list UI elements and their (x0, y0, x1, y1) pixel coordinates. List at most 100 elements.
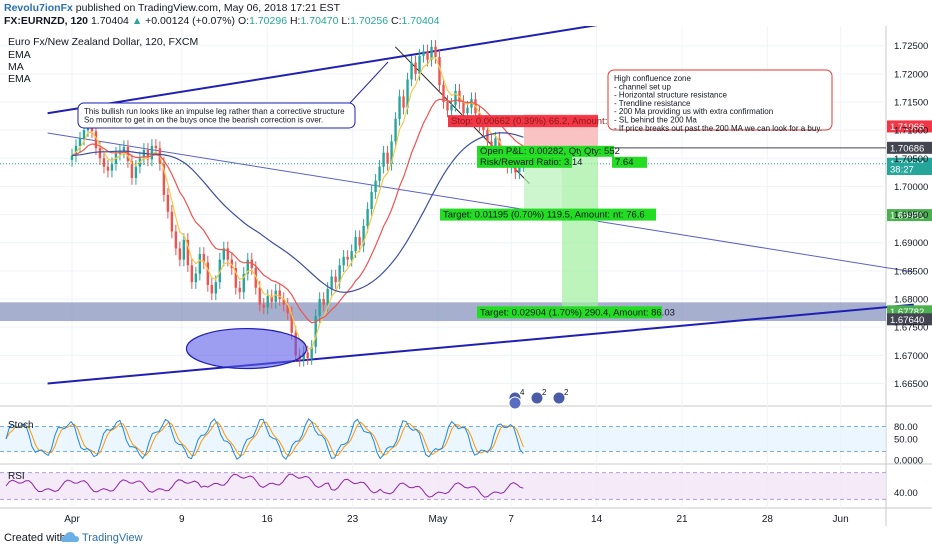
rr-label-bg (477, 156, 572, 168)
candle-body (494, 138, 497, 148)
support-zone (0, 302, 886, 322)
price-axis-tag-text: 1.70686 (890, 143, 924, 154)
price-axis-tag (887, 313, 932, 326)
target2-label: Target: 0.02904 (1.70%) 290.4, Amount: 8… (480, 307, 675, 318)
candle-body (466, 107, 469, 114)
y-tick-label: 1.71000 (894, 126, 928, 137)
tradingview-cloud-icon (61, 532, 79, 542)
y-tick-label: 1.72000 (894, 69, 928, 80)
price-axis-tag-text: 38:27 (890, 164, 914, 175)
tradingview-brand[interactable]: TradingView (82, 532, 143, 544)
candle-body (334, 276, 337, 283)
candle-body (290, 313, 293, 333)
rsi-band (0, 472, 886, 500)
candle-body (254, 268, 257, 288)
note-right (607, 69, 833, 131)
stop-label-bg (448, 115, 598, 128)
note-right-line: - Trendline resistance (614, 99, 691, 108)
candle-body (338, 265, 341, 283)
candle-body (250, 259, 253, 269)
candle-body (110, 163, 114, 171)
candle-body (438, 56, 441, 86)
note-right-line: - channel set up (614, 82, 671, 91)
event-badge-icon (530, 391, 544, 405)
channel-upper-line (47, 26, 598, 115)
candle-body (146, 149, 150, 160)
low-value: 1.70256 (350, 15, 389, 27)
footer: Created with TradingView (0, 526, 932, 550)
candle-body (82, 130, 86, 139)
price-axis-tag (887, 141, 932, 154)
price-axis-tag (887, 209, 932, 222)
candle-body (482, 124, 485, 131)
chart-title: Euro Fx/New Zealand Dollar, 120, FXCM (8, 36, 198, 48)
event-badge-icon (552, 391, 566, 405)
candle-body (162, 163, 166, 195)
candle-body (314, 315, 317, 347)
y-tick-label: 1.66500 (894, 379, 928, 390)
candle-body (78, 138, 82, 146)
price-axis-tag-text: 1.69491 (890, 211, 924, 222)
candle-body (222, 248, 225, 260)
price-axis-tag-text: 1.67640 (890, 315, 924, 326)
note-right-line: - SL behind the 200 Ma (614, 116, 697, 125)
publish-line: Revolu7ionFx published on TradingView.co… (4, 2, 340, 14)
open-pl-label: Open P&L: 0.00282, Qty: 552 (480, 146, 605, 157)
candle-body (370, 192, 373, 209)
candle-body (462, 102, 465, 114)
candle-body (450, 104, 453, 111)
y-tick-label: 1.69500 (894, 210, 928, 221)
candle-body (166, 194, 170, 212)
candle-body (410, 62, 413, 80)
ohlc-line: FX:EURNZD, 120 1.70404 ▲ +0.00124 (+0.07… (4, 15, 439, 27)
candle-body (142, 149, 146, 159)
candle-body (406, 79, 409, 108)
close-label: C: (391, 15, 402, 27)
candle-body (518, 165, 521, 173)
high-value: 1.70470 (300, 15, 339, 27)
candle-body (446, 102, 449, 111)
stoch-tick: 80.00 (894, 422, 918, 433)
candle-body (134, 166, 138, 178)
note-left-line: This bullish run looks like an impulse l… (84, 107, 345, 116)
indicator-ema-slow[interactable]: EMA (8, 73, 31, 85)
y-tick-label: 1.68000 (894, 295, 928, 306)
price-chart[interactable]: Stop: 0.00662 (0.39%) 66.2, Amount: 80.2… (0, 26, 932, 526)
candle-body (270, 296, 273, 302)
candle-body (246, 259, 249, 274)
candle-body (70, 155, 74, 160)
candle-body (426, 51, 429, 60)
y-tick-label: 1.72500 (894, 41, 928, 52)
indicator-ma[interactable]: MA (8, 61, 24, 73)
candle-body (202, 254, 206, 263)
candle-body (414, 62, 417, 74)
publisher-name[interactable]: Revolu7ionFx (4, 2, 73, 14)
rsi-line (5, 473, 524, 498)
candle-body (154, 145, 158, 149)
candle-body (390, 141, 393, 164)
ma-line (71, 98, 524, 324)
x-tick-label: 21 (676, 514, 688, 525)
last-price: 1.70404 (90, 15, 129, 27)
candle-body (274, 290, 277, 302)
candle-body (342, 256, 345, 266)
candle-body (498, 138, 501, 153)
candle-body (322, 299, 325, 305)
candle-body (306, 352, 309, 359)
candle-body (386, 152, 389, 164)
x-tick-label: 14 (591, 514, 603, 525)
note-left-line: So monitor to get in on the buys once th… (84, 115, 323, 124)
candle-body (362, 225, 365, 246)
candle-body (174, 231, 178, 249)
note-right-line: - If price breaks out past the 200 MA we… (614, 124, 822, 133)
candle-body (258, 287, 261, 305)
candle-body (354, 237, 357, 252)
candle-body (394, 118, 397, 142)
y-tick-label: 1.69000 (894, 238, 928, 249)
candle-body (310, 346, 313, 359)
candle-body (402, 96, 405, 108)
candle-body (302, 352, 305, 360)
candle-body (442, 85, 445, 102)
target1-label: Target: 0.01195 (0.70%) 119.5, Amount: 7… (443, 210, 631, 221)
indicator-ema-fast[interactable]: EMA (8, 49, 31, 61)
